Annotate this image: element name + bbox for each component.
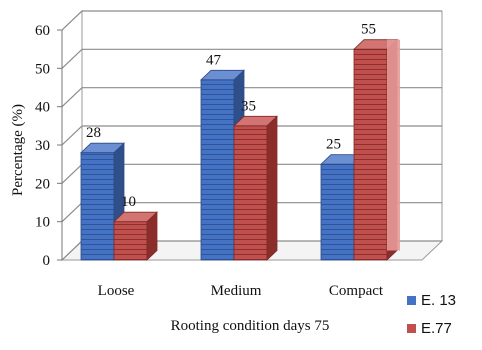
bar-front-face — [320, 163, 355, 261]
data-label: 28 — [86, 125, 101, 141]
data-label: 55 — [361, 22, 376, 38]
y-tick-label: 20 — [35, 176, 50, 192]
legend-label: E. 13 — [421, 292, 456, 309]
bars — [79, 38, 400, 261]
x-axis-title: Rooting condition days 75 — [171, 318, 330, 334]
data-label: 25 — [326, 137, 341, 153]
bar-front-face — [200, 79, 235, 261]
bar-front-face — [353, 48, 388, 261]
bar-top-face — [199, 69, 246, 81]
gridline — [61, 10, 442, 31]
bar-e-77-medium — [232, 115, 279, 261]
y-tick-label: 40 — [35, 100, 50, 116]
data-label: 35 — [241, 98, 256, 114]
gridline — [61, 125, 442, 146]
bar-top-face — [232, 115, 279, 127]
bar-front-face — [80, 152, 115, 261]
bar-top-face — [112, 211, 159, 223]
bar-top-face — [79, 142, 126, 154]
legend-label: E.77 — [421, 320, 452, 337]
bar-side-face — [266, 115, 278, 261]
bar-front-face — [233, 125, 268, 261]
bar-front-face — [113, 221, 148, 261]
bar-e-77-loose — [112, 211, 159, 261]
legend-swatch — [407, 324, 416, 333]
bar-e-13-loose — [79, 142, 126, 261]
legend-swatch — [407, 296, 416, 305]
gridline — [61, 87, 442, 108]
y-tick-label: 10 — [35, 215, 50, 231]
x-category-label: Medium — [211, 283, 262, 299]
data-label: 10 — [121, 194, 136, 210]
y-axis-title: Percentage (%) — [10, 104, 26, 196]
y-tick-label: 30 — [35, 138, 50, 154]
y-tick-label: 50 — [35, 61, 50, 77]
legend: E. 13 E.77 — [407, 292, 456, 337]
data-labels: 28 10 47 35 25 55 — [86, 22, 376, 211]
x-axis-categories: Loose Medium Compact — [98, 283, 384, 299]
data-label: 47 — [206, 52, 222, 68]
x-category-label: Loose — [98, 283, 135, 299]
y-axis-ticks: 0 10 20 30 40 50 60 — [35, 23, 63, 269]
gridline — [61, 48, 442, 69]
bar-highlight-face — [387, 39, 400, 251]
y-tick-label: 0 — [43, 253, 51, 269]
y-tick-label: 60 — [35, 23, 50, 39]
x-category-label: Compact — [329, 283, 384, 299]
